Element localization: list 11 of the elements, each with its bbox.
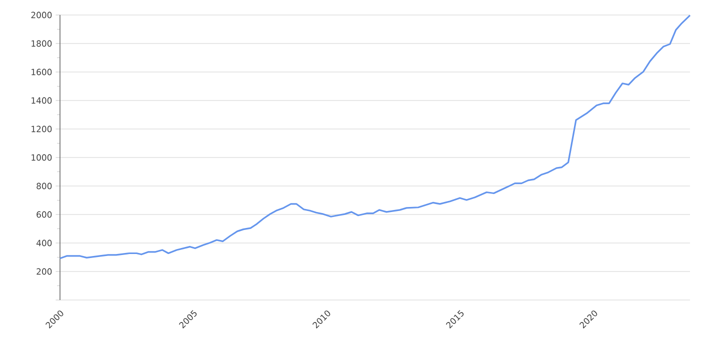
y-tick-label: 600 <box>36 211 52 218</box>
line-series <box>59 14 691 260</box>
y-tick-label: 1400 <box>32 97 52 104</box>
y-tick-label: 1200 <box>32 126 52 132</box>
y-tick-label: 1000 <box>32 154 52 161</box>
y-tick-label: 200 <box>36 268 52 275</box>
y-tick-label: 2000 <box>31 12 52 18</box>
y-tick-label: 1600 <box>32 68 52 76</box>
y-tick-label: 400 <box>36 240 52 246</box>
y-tick-label: 800 <box>36 182 52 190</box>
y-tick-label: 1800 <box>32 40 52 47</box>
